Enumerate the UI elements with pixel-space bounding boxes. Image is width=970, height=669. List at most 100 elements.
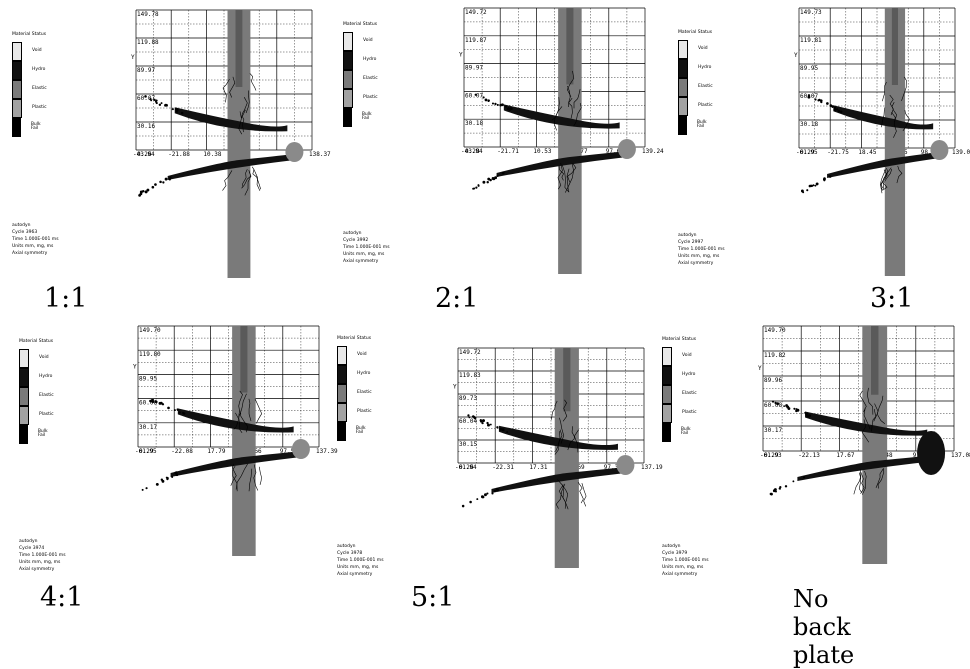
fragment <box>496 103 499 106</box>
fragment <box>173 409 176 412</box>
legend-label: Hydro <box>698 64 712 70</box>
x-tick-label: 139.24 <box>642 148 664 155</box>
legend-label: Bulk Fail <box>696 119 707 130</box>
y-tick-label: 89.73 <box>459 395 477 402</box>
legend: Material Status Void Hydro Elastic Plastic Bu… <box>678 30 713 135</box>
legend-item: Bulk Fail <box>662 422 697 442</box>
legend-swatch <box>678 39 688 59</box>
y-tick-label: 119.88 <box>137 39 159 46</box>
legend-swatch <box>343 88 353 108</box>
info-line: Cycle 2997 <box>678 240 704 245</box>
y-axis-label: Y <box>133 363 137 370</box>
fragment <box>482 180 486 184</box>
fragment <box>486 423 490 427</box>
crack-line <box>889 94 894 116</box>
legend-label: Plastic <box>32 104 47 110</box>
crack-line <box>238 111 243 135</box>
crack-line <box>551 400 558 420</box>
crack-line <box>901 76 907 101</box>
lower-debris-band <box>167 154 295 180</box>
fragment <box>155 483 159 486</box>
info-line: autodyn <box>12 223 31 228</box>
info-line: Units mm, mg, ms <box>662 565 704 570</box>
fragment <box>833 106 837 109</box>
crack-line <box>554 431 561 455</box>
x-tick-label: 10.53 <box>533 148 551 155</box>
legend-item: Bulk Fail <box>343 107 378 127</box>
legend-swatch <box>19 424 28 444</box>
fragment <box>489 423 492 426</box>
legend-label: Void <box>39 354 49 360</box>
crack-line <box>853 472 861 495</box>
fragment <box>501 171 505 175</box>
legend-swatch <box>662 384 672 404</box>
upper-debris-band <box>805 411 928 436</box>
info-line: Cycle 3992 <box>343 238 369 243</box>
lower-debris-band <box>491 467 626 493</box>
fragment <box>167 406 170 410</box>
crack-line <box>233 410 241 430</box>
info-line: Units mm, mg, ms <box>19 560 61 565</box>
y-tick-label: 30.17 <box>139 424 157 431</box>
fragment <box>836 108 839 111</box>
fragment <box>480 495 484 499</box>
fragment <box>161 403 165 406</box>
crack-line <box>883 168 893 189</box>
legend-label: Plastic <box>363 94 378 100</box>
info-line: Cycle 3974 <box>19 546 45 551</box>
legend-label: Void <box>357 351 367 357</box>
bulge <box>930 140 949 160</box>
legend-item: Void <box>12 41 47 61</box>
info-line: Axial symmetry <box>19 567 55 572</box>
fragment <box>159 180 162 184</box>
legend-label: Hydro <box>32 66 46 72</box>
legend-label: Hydro <box>363 56 377 62</box>
fragment <box>506 431 509 434</box>
legend-item: Elastic <box>662 384 697 404</box>
panel-caption: 1:1 <box>44 283 88 314</box>
fragment <box>476 498 479 501</box>
y-tick-label: 149.72 <box>465 9 487 16</box>
lower-debris-band <box>496 151 627 177</box>
projectile-rod <box>884 8 906 276</box>
fragment <box>493 489 497 493</box>
crack-line <box>567 85 571 108</box>
crack-line <box>251 166 261 191</box>
fragment <box>171 476 174 479</box>
legend-item: Plastic <box>343 88 378 108</box>
y-tick-label: 30.17 <box>764 427 782 434</box>
legend-swatch <box>337 345 347 365</box>
x-tick-label: -43.94 <box>133 151 155 158</box>
fragment <box>501 103 504 107</box>
crack-line <box>238 393 247 418</box>
fragment <box>146 188 150 192</box>
fragment <box>180 111 184 115</box>
crack-line <box>877 468 885 489</box>
legend-title: Material Status <box>12 32 47 37</box>
crack-line <box>867 387 874 415</box>
legend-swatch <box>662 346 672 366</box>
legend-label: Hydro <box>682 371 696 377</box>
fragment <box>154 400 158 403</box>
crack-line <box>557 479 569 502</box>
fragment <box>771 400 775 403</box>
crack-line <box>891 111 897 138</box>
fragment <box>501 428 505 432</box>
crack-line <box>880 167 892 194</box>
y-tick-label: 89.95 <box>139 375 157 382</box>
legend-swatch <box>343 69 353 89</box>
info-line: Units mm, mg, ms <box>343 252 385 257</box>
fragment <box>174 107 178 111</box>
fragment <box>145 487 148 490</box>
legend-item: Elastic <box>678 77 713 97</box>
legend-item: Void <box>678 39 713 59</box>
fragment <box>808 184 812 188</box>
legend-label: Void <box>363 37 373 43</box>
fragment <box>805 413 808 416</box>
fragment <box>461 504 465 508</box>
info-line: Time 1.000E-001 ms <box>19 553 66 558</box>
crack-line <box>235 412 243 434</box>
legend: Material Status Void Hydro Elastic Plastic Bu… <box>337 336 372 441</box>
x-tick-label: 17.31 <box>529 464 547 471</box>
y-tick-label: 89.97 <box>137 67 155 74</box>
